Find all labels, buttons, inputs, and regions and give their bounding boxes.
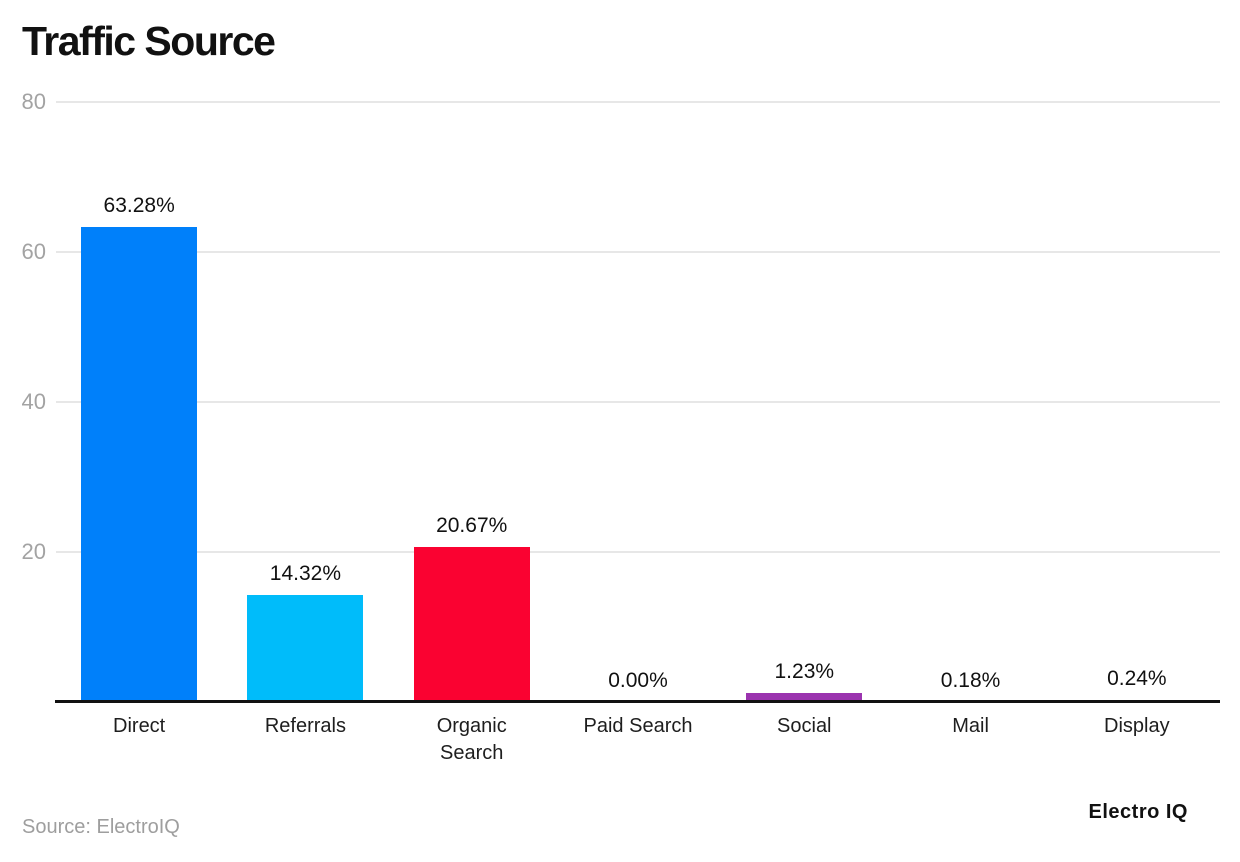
- bar-referrals: [247, 595, 364, 702]
- plot-area: 63.28% 14.32% 20.67% 0.00% 1.23% 0.18% 0.24%: [56, 101, 1220, 702]
- x-tick-label-display: Display: [1104, 715, 1170, 737]
- x-tick-label-direct: Direct: [113, 715, 166, 737]
- x-tick-label-paid-search: Paid Search: [583, 715, 693, 737]
- bar-value-label-display: 0.24%: [1107, 667, 1167, 690]
- chart-title: Traffic Source: [22, 18, 276, 64]
- bar-value-label-direct: 63.28%: [103, 194, 175, 217]
- brand-logo: Electro IQ: [1088, 801, 1188, 823]
- bar-value-label-organic-search: 20.67%: [436, 514, 508, 537]
- x-tick-label-organic-search: Organic Search: [436, 715, 507, 764]
- gridline-y-20: [56, 551, 1220, 553]
- gridline-y-80: [56, 101, 1220, 103]
- bar-direct: [81, 227, 198, 702]
- y-tick-label-60: 60: [21, 239, 46, 264]
- bar-social: [746, 693, 863, 702]
- source-note: Source: ElectroIQ: [22, 816, 180, 838]
- x-tick-label-social: Social: [777, 715, 832, 737]
- y-tick-label-40: 40: [21, 389, 46, 414]
- bar-value-label-paid-search: 0.00%: [608, 669, 668, 692]
- gridline-y-60: [56, 251, 1220, 253]
- bar-value-label-mail: 0.18%: [940, 669, 1001, 692]
- y-tick-label-20: 20: [21, 539, 46, 564]
- bar-value-label-referrals: 14.32%: [269, 562, 342, 585]
- bar-organic-search: [413, 547, 530, 702]
- x-tick-label-mail: Mail: [952, 715, 989, 737]
- x-tick-label-referrals: Referrals: [264, 715, 346, 737]
- bar-value-label-social: 1.23%: [774, 660, 835, 683]
- x-axis-line: [55, 700, 1220, 703]
- y-tick-label-80: 80: [21, 89, 46, 114]
- gridline-y-40: [56, 401, 1220, 403]
